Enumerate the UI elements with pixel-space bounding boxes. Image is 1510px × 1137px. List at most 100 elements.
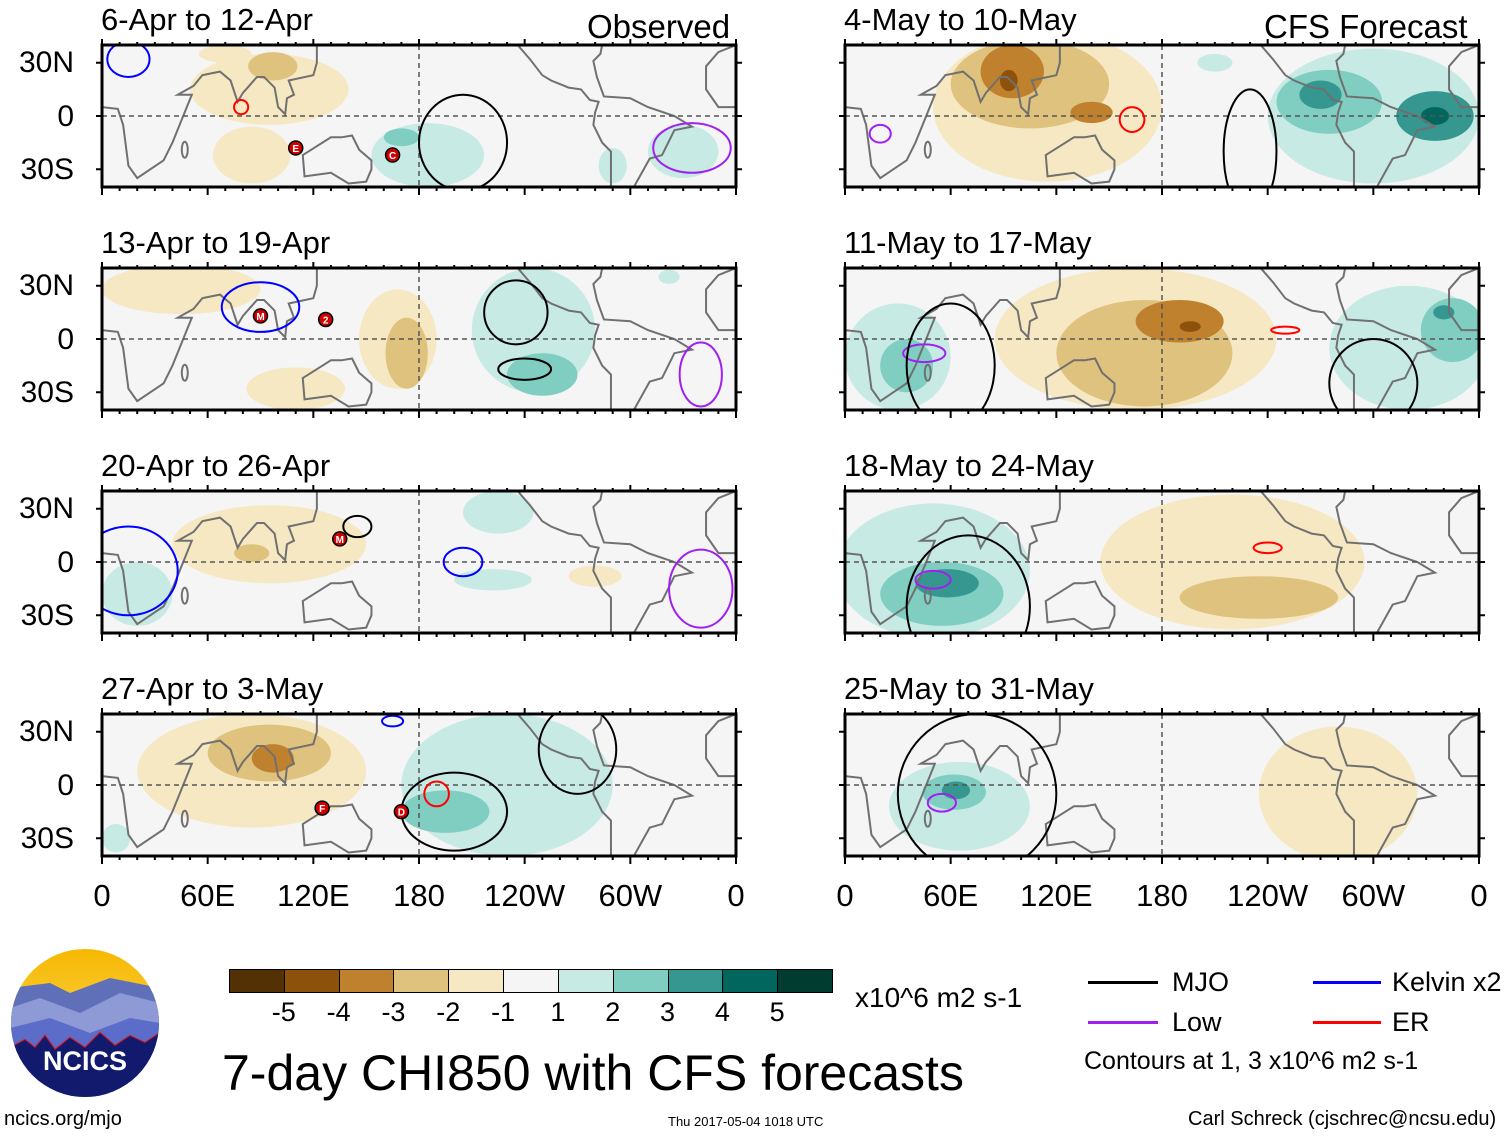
contour-line <box>905 534 1031 633</box>
map-panel <box>839 39 1485 195</box>
panel-title: 18-May to 24-May <box>844 448 1094 483</box>
anomaly-shading <box>172 505 367 584</box>
forecast-label: CFS Forecast <box>1264 8 1468 45</box>
colorbar-tick-label: 3 <box>660 997 676 1027</box>
contour-line <box>926 792 957 813</box>
anomaly-shading <box>1433 305 1455 320</box>
colorbar-swatch <box>229 969 285 993</box>
storm-icon: D <box>393 803 410 820</box>
lon-label: 120W <box>1227 878 1309 913</box>
anomaly-shading <box>251 744 294 773</box>
colorbar-tick-label: -4 <box>326 997 351 1027</box>
lat-label: 30S <box>20 599 74 632</box>
svg-text:M: M <box>336 535 344 546</box>
colorbar-swatch <box>777 969 833 993</box>
coastline <box>1448 714 1479 778</box>
coastline <box>845 714 1061 849</box>
colorbar-tick-label: 4 <box>714 997 730 1027</box>
lon-label: 180 <box>1136 878 1188 913</box>
storm-icon: 2 <box>317 311 334 328</box>
coastline <box>516 714 695 856</box>
contour-line <box>1118 106 1146 133</box>
anomaly-shading <box>463 491 534 534</box>
anomaly-shading <box>658 269 680 284</box>
map-panel <box>839 708 1485 864</box>
lat-label: 30N <box>18 715 74 748</box>
footer-url[interactable]: ncics.org/mjo <box>4 1108 122 1130</box>
anomaly-shading <box>102 824 131 853</box>
panel-title: 20-Apr to 26-Apr <box>101 448 331 483</box>
map-panel <box>839 485 1485 641</box>
panel-title: 6-Apr to 12-Apr <box>101 2 313 37</box>
svg-text:M: M <box>256 312 264 323</box>
coastline <box>516 45 695 187</box>
contour-line <box>868 123 892 144</box>
colorbar-tick-label: -3 <box>381 997 406 1027</box>
observed-label: Observed <box>587 8 731 45</box>
contour-line <box>342 514 373 539</box>
legend-mjo-label: MJO <box>1172 967 1229 997</box>
colorbar-swatch <box>503 969 559 993</box>
panel-title: 27-Apr to 3-May <box>101 671 324 706</box>
coastline <box>301 803 373 854</box>
panel-title: 25-May to 31-May <box>844 671 1094 706</box>
lat-label: 0 <box>57 546 74 579</box>
colorbar-swatch <box>557 969 614 993</box>
contour-line <box>418 93 509 187</box>
contour-line <box>102 525 179 617</box>
lat-label: 30S <box>20 376 74 409</box>
contour-line <box>483 279 549 346</box>
colorbar-tick-label: 5 <box>769 997 785 1027</box>
svg-text:F: F <box>319 804 325 815</box>
storm-icon: F <box>314 800 330 816</box>
anomaly-shading <box>507 353 578 396</box>
contour-line <box>233 99 250 116</box>
anomaly-shading <box>1179 321 1201 332</box>
colorbar-units: x10^6 m2 s-1 <box>855 982 1023 1013</box>
lat-label: 30N <box>18 269 74 302</box>
storm-icon: M <box>332 531 348 547</box>
anomaly-shading <box>1197 53 1233 72</box>
colorbar-tick-label: 2 <box>605 997 621 1027</box>
coastline <box>1044 580 1116 631</box>
lon-label: 60E <box>923 878 979 913</box>
coastline <box>102 45 318 180</box>
anomaly-shading <box>1135 299 1224 343</box>
lon-label: 60W <box>598 878 663 913</box>
lat-label: 30S <box>20 153 74 186</box>
lon-label: 120E <box>1020 878 1093 913</box>
contour-line <box>381 714 405 728</box>
lon-label: 60W <box>1341 878 1406 913</box>
coastline <box>705 268 736 332</box>
coastline <box>180 140 189 159</box>
lat-label: 30S <box>20 822 74 855</box>
anomaly-shading <box>234 544 270 562</box>
contour-line <box>1252 541 1283 555</box>
contour-line <box>220 281 301 333</box>
coastline <box>705 45 736 109</box>
panel-title: 4-May to 10-May <box>844 2 1077 37</box>
contour-line <box>905 302 996 410</box>
lat-label: 0 <box>57 323 74 356</box>
colorbar-swatch <box>612 969 669 993</box>
coastline <box>1044 357 1116 408</box>
colorbar-swatch <box>338 969 395 993</box>
legend-kelvin-label: Kelvin x2 <box>1392 967 1502 997</box>
contour-line <box>668 548 734 629</box>
coastline <box>1448 45 1479 109</box>
contour-line <box>896 714 1058 856</box>
lat-label: 0 <box>57 100 74 133</box>
coastline <box>1044 803 1116 854</box>
svg-text:C: C <box>389 151 396 162</box>
contour-line <box>537 714 618 795</box>
lon-label: 180 <box>393 878 445 913</box>
colorbar-swatch <box>393 969 450 993</box>
anomaly-shading <box>383 128 419 147</box>
storm-icon: M <box>252 308 269 324</box>
anomaly-shading <box>1179 576 1339 619</box>
colorbar-swatch <box>722 969 779 993</box>
